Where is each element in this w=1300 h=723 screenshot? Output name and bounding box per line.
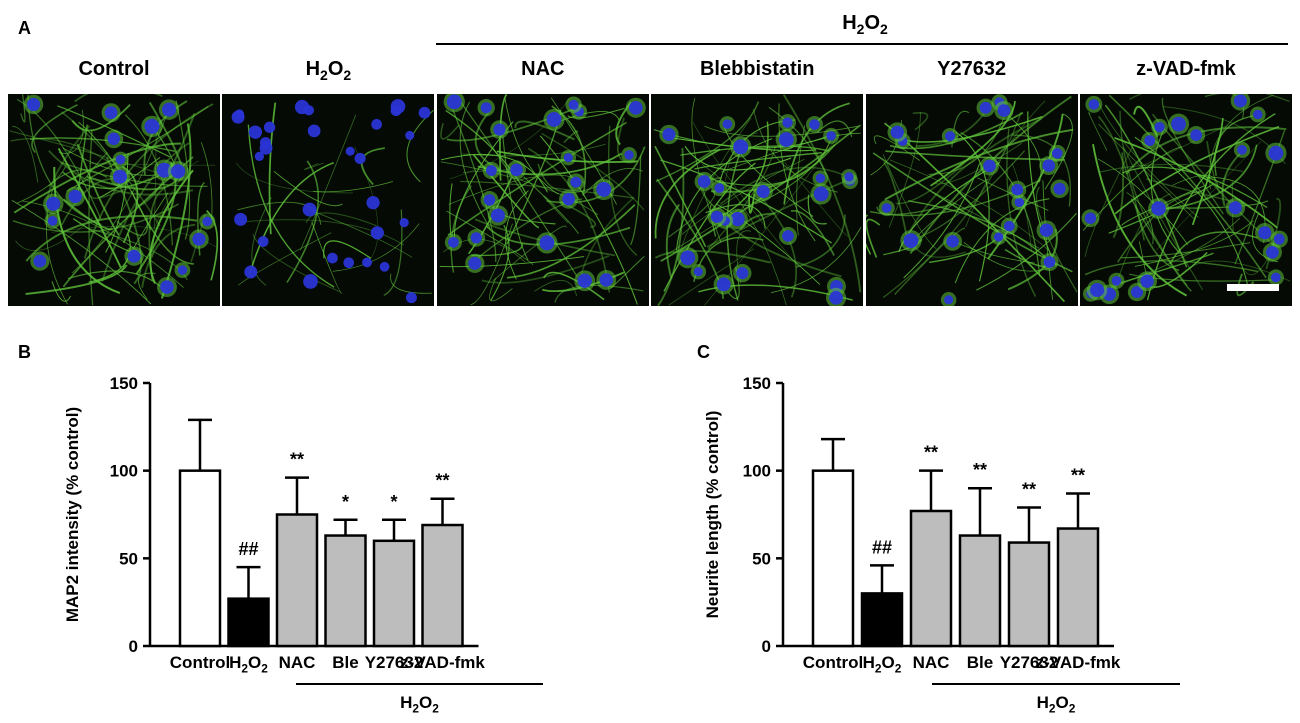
category-label: H2O2 [229, 653, 268, 675]
bar-2 [227, 597, 270, 648]
category-label: Control [170, 653, 230, 672]
micrograph-4 [651, 94, 864, 306]
bar-6 [421, 523, 464, 648]
bar-1 [811, 469, 855, 648]
y-tick-label: 100 [743, 462, 771, 481]
image-label-5: Y27632 [937, 58, 1007, 80]
bar-3 [275, 513, 319, 648]
bar-5 [372, 539, 416, 648]
significance-label: ## [872, 537, 892, 557]
y-tick-label: 50 [119, 549, 138, 568]
category-label: Ble [967, 653, 993, 672]
y-tick-label: 50 [752, 549, 771, 568]
significance-label: ## [238, 539, 258, 559]
bar-6 [1056, 527, 1100, 648]
bar-4 [324, 534, 367, 648]
image-label-1: Control [78, 58, 150, 80]
category-label: NAC [913, 653, 950, 672]
bar-3 [909, 509, 953, 648]
significance-label: ** [290, 450, 304, 470]
category-label: z-VAD-fmk [400, 653, 485, 672]
y-tick-label: 100 [110, 462, 138, 481]
treatment-group-label: H2O2 [440, 12, 1290, 37]
panel-a-letter: A [18, 18, 31, 38]
h2o2-label: H2O2 [842, 12, 888, 37]
micrograph-5 [865, 94, 1078, 306]
significance-label: ** [924, 443, 938, 463]
image-label-6: z-VAD-fmk [1136, 58, 1236, 80]
micrograph-row [8, 94, 1292, 306]
y-axis-label: Neurite length (% control) [703, 411, 722, 619]
panel-letter-c: C [697, 342, 710, 362]
y-tick-label: 0 [762, 637, 771, 656]
bar-4 [958, 534, 1002, 648]
panel-letter-b: B [18, 342, 31, 362]
significance-label: ** [1071, 465, 1085, 485]
bar-2 [860, 592, 904, 648]
significance-label: * [390, 492, 397, 512]
y-axis-label: MAP2 intensity (% control) [63, 407, 82, 622]
scale-bar [1227, 284, 1279, 291]
significance-label: ** [1022, 479, 1036, 499]
category-label: Y27632 [1000, 653, 1059, 672]
image-label-4: Blebbistatin [699, 58, 815, 80]
treatment-group-line [436, 43, 1288, 45]
micrograph-3 [436, 94, 649, 306]
category-label: z-VAD-fmk [1036, 653, 1121, 672]
group-label: H2O2 [1037, 693, 1076, 715]
y-tick-label: 150 [110, 374, 138, 393]
category-label: Control [803, 653, 863, 672]
y-tick-label: 0 [129, 637, 138, 656]
category-label: Y27632 [365, 653, 424, 672]
micrograph-6 [1080, 94, 1292, 306]
y-tick-label: 150 [743, 374, 771, 393]
category-label: Ble [332, 653, 358, 672]
image-label-3: NAC [521, 58, 565, 80]
chart-c: C 0 50 100 150 Neurite length (% control) Cont… [697, 342, 1180, 715]
micrograph-2 [222, 94, 435, 306]
bar-1 [178, 469, 222, 648]
bar-5 [1007, 541, 1051, 648]
group-label: H2O2 [400, 693, 439, 715]
chart-b: B 0 50 100 150 MAP2 intensity (% control) Cont… [18, 342, 543, 715]
image-label-2: H2O2 [305, 58, 352, 83]
micrograph-1 [8, 94, 220, 306]
significance-label: * [342, 492, 349, 512]
category-label: NAC [279, 653, 316, 672]
category-label: H2O2 [863, 653, 902, 675]
significance-label: ** [973, 460, 987, 480]
significance-label: ** [435, 471, 449, 491]
